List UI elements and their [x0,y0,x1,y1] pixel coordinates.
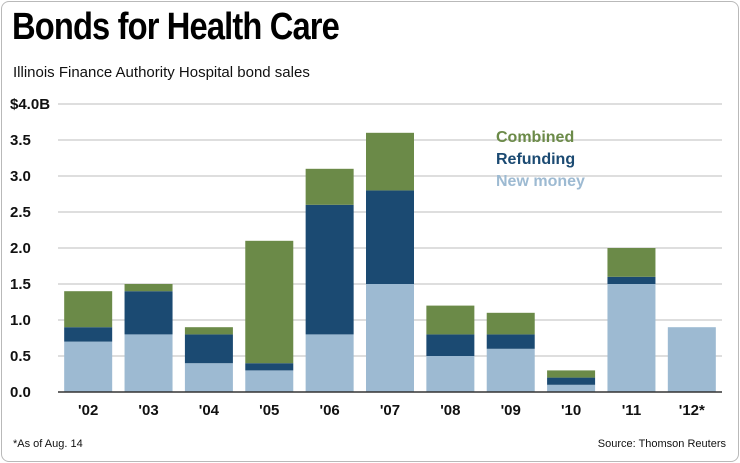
y-tick-label: 0.5 [10,348,31,365]
y-tick-label: $4.0B [10,96,50,113]
bar-segment-combined [426,305,475,335]
x-tick-label: '06 [320,402,340,419]
y-tick-label: 1.0 [10,312,31,329]
bar-segment-combined [245,240,294,364]
bar-segment-refunding [245,363,294,371]
bar-segment-new-money [366,284,414,392]
y-tick-label: 2.0 [10,240,31,257]
bar-segment-refunding [124,291,173,335]
y-tick-label: 3.5 [10,132,31,149]
x-tick-label: '09 [501,402,521,419]
bar-segment-new-money [667,327,716,392]
x-tick-label: '05 [259,402,279,419]
legend-entry-combined: Combined [496,129,574,146]
x-tick-label: '08 [440,402,460,419]
bar-segment-combined [124,284,173,292]
legend-entry-refunding: Refunding [496,151,575,168]
footnote: *As of Aug. 14 [13,438,83,450]
bar-segment-new-money [124,334,173,392]
bar-segment-refunding [305,204,354,335]
bar-segment-new-money [486,348,535,392]
bar-segment-combined [64,291,113,328]
bar-segment-new-money [245,370,294,392]
x-tick-label: '02 [78,402,98,419]
x-tick-label: '12* [679,402,705,419]
bar-segment-combined [366,132,414,191]
bar-segment-combined [184,327,233,335]
x-tick-label: '10 [561,402,581,419]
bar-segment-new-money [64,341,113,392]
bar-segment-refunding [486,334,535,349]
bar-segment-combined [486,312,535,335]
chart-title: Bonds for Health Care [12,6,340,48]
bar-segment-refunding [366,190,414,284]
bar-segment-new-money [547,384,596,392]
y-tick-label: 2.5 [10,204,31,221]
bar-segment-new-money [426,356,475,392]
bar-segment-refunding [547,377,596,385]
source-note: Source: Thomson Reuters [597,438,726,450]
bar-segment-refunding [426,334,475,356]
x-tick-label: '03 [138,402,158,419]
bar-segment-new-money [184,363,233,392]
y-tick-label: 1.5 [10,276,31,293]
bar-segment-combined [547,370,596,378]
chart-subtitle: Illinois Finance Authority Hospital bond… [13,64,310,81]
bar-segment-combined [607,248,656,277]
bar-segment-refunding [64,327,113,342]
bar-segment-combined [305,168,354,205]
y-tick-label: 0.0 [10,384,31,401]
x-tick-label: '11 [622,402,641,419]
x-tick-label: '04 [199,402,220,419]
legend-entry-new-money: New money [496,173,585,190]
bar-segment-new-money [607,284,656,392]
bar-segment-refunding [607,276,656,284]
bar-segment-new-money [305,334,354,392]
bar-segment-refunding [184,334,233,364]
y-tick-label: 3.0 [10,168,31,185]
x-tick-label: '07 [380,402,400,419]
